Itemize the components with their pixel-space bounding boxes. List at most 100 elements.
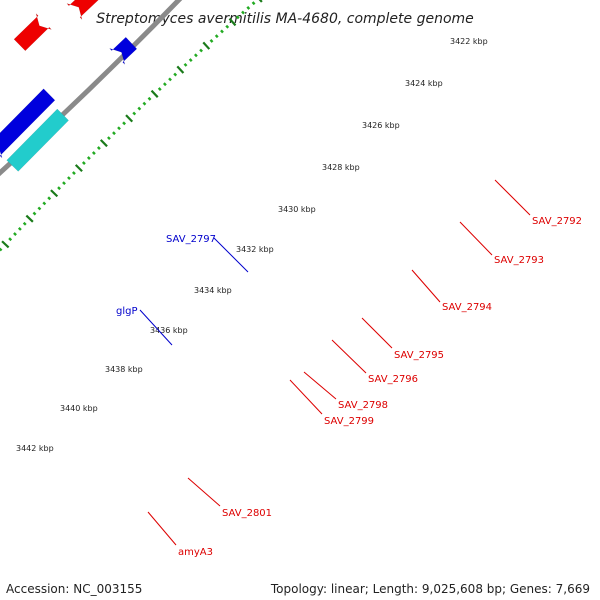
gene-label[interactable]: SAV_2795 (394, 350, 444, 361)
gene-label-leader (289, 379, 323, 415)
outer-tick-ruler (0, 0, 263, 252)
gene-label-leader (459, 221, 493, 256)
gene-label[interactable]: SAV_2798 (338, 400, 388, 411)
major-tick (125, 114, 134, 123)
minor-tick (193, 53, 198, 58)
minor-tick (37, 206, 42, 211)
gene-label[interactable]: SAV_2796 (368, 374, 418, 385)
minor-tick (173, 72, 178, 77)
minor-tick (67, 176, 71, 181)
minor-tick (62, 181, 66, 186)
major-tick (99, 139, 108, 148)
major-tick (150, 89, 159, 98)
gene-label[interactable]: SAV_2797 (166, 234, 216, 245)
minor-tick (117, 126, 121, 131)
minor-tick (107, 136, 111, 141)
minor-tick (81, 161, 86, 165)
gene-label-leader (213, 237, 249, 273)
minor-tick (57, 186, 61, 191)
gene-label[interactable]: glgP (116, 306, 138, 317)
major-tick (50, 189, 59, 198)
tick-label: 3422 kbp (450, 37, 488, 46)
gene-arrow[interactable] (13, 13, 53, 52)
major-tick (258, 0, 263, 3)
minor-tick (246, 5, 251, 10)
tick-label: 3426 kbp (362, 121, 400, 130)
genome-backbone (0, 0, 183, 176)
minor-tick (241, 10, 245, 15)
genome-summary-text: Topology: linear; Length: 9,025,608 bp; … (270, 582, 590, 596)
minor-tick (13, 232, 17, 236)
tick-label: 3432 kbp (236, 245, 274, 254)
tick-label: 3440 kbp (60, 404, 98, 413)
major-tick (228, 17, 237, 27)
minor-tick (157, 87, 162, 91)
minor-tick (183, 62, 188, 67)
minor-tick (122, 121, 126, 126)
minor-tick (235, 15, 240, 20)
map-title: Streptomyces avermitilis MA-4680, comple… (96, 11, 474, 27)
minor-tick (142, 101, 147, 106)
gene-label-leader (361, 317, 393, 349)
gene-label[interactable]: amyA3 (178, 547, 213, 558)
gene-label-leader (331, 339, 367, 374)
backbone-line (0, 0, 183, 176)
minor-tick (168, 77, 172, 82)
minor-tick (32, 211, 37, 216)
minor-tick (132, 111, 137, 116)
gene-arrow[interactable] (66, 0, 111, 20)
minor-tick (91, 151, 96, 155)
minor-tick (209, 39, 214, 43)
minor-tick (147, 96, 152, 101)
major-tick (202, 41, 211, 50)
major-tick (176, 65, 185, 74)
gene-label-leader (494, 179, 531, 216)
major-tick (25, 214, 34, 223)
minor-tick (220, 29, 224, 34)
minor-tick (0, 247, 3, 252)
minor-tick (162, 82, 167, 87)
minor-tick (72, 171, 76, 175)
tick-label: 3438 kbp (105, 365, 143, 374)
minor-tick (225, 24, 230, 29)
minor-tick (96, 146, 101, 150)
gene-arrow[interactable] (0, 88, 56, 159)
minor-tick (22, 221, 27, 226)
minor-tick (47, 196, 52, 201)
gene-label[interactable]: SAV_2792 (532, 216, 582, 227)
minor-tick (42, 201, 47, 206)
tick-label: 3428 kbp (322, 163, 360, 172)
minor-tick (17, 227, 22, 231)
tick-labels: 3422 kbp 3424 kbp 3426 kbp 3428 kbp 3430 kbp… (16, 37, 488, 453)
tick-label: 3430 kbp (278, 205, 316, 214)
accession-text: Accession: NC_003155 (6, 582, 143, 596)
minor-tick (188, 58, 193, 63)
tick-label: 3434 kbp (194, 286, 232, 295)
tick-label: 3424 kbp (405, 79, 443, 88)
minor-tick (137, 106, 142, 111)
gene-label-leader (303, 371, 337, 400)
minor-tick (214, 34, 219, 39)
major-tick (74, 164, 83, 173)
minor-tick (8, 237, 13, 242)
gene-labels[interactable]: SAV_2792 SAV_2793 SAV_2794 SAV_2795 SAV_2796… (116, 179, 582, 558)
gene-label[interactable]: SAV_2799 (324, 416, 374, 427)
gene-arrow[interactable] (109, 36, 138, 65)
minor-tick (86, 156, 91, 160)
gene-label-leader (187, 477, 221, 507)
gene-arrow[interactable] (6, 108, 69, 172)
gene-features[interactable] (0, 0, 397, 393)
gene-label-leader (139, 309, 173, 346)
gene-label-leader (411, 269, 441, 303)
major-tick (1, 240, 10, 249)
minor-tick (199, 48, 203, 53)
gene-label-leader (147, 511, 177, 546)
minor-tick (251, 1, 256, 6)
tick-label: 3442 kbp (16, 444, 54, 453)
tick-label: 3436 kbp (150, 326, 188, 335)
gene-label[interactable]: SAV_2794 (442, 302, 492, 313)
gene-label[interactable]: SAV_2801 (222, 508, 272, 519)
gene-label[interactable]: SAV_2793 (494, 255, 544, 266)
